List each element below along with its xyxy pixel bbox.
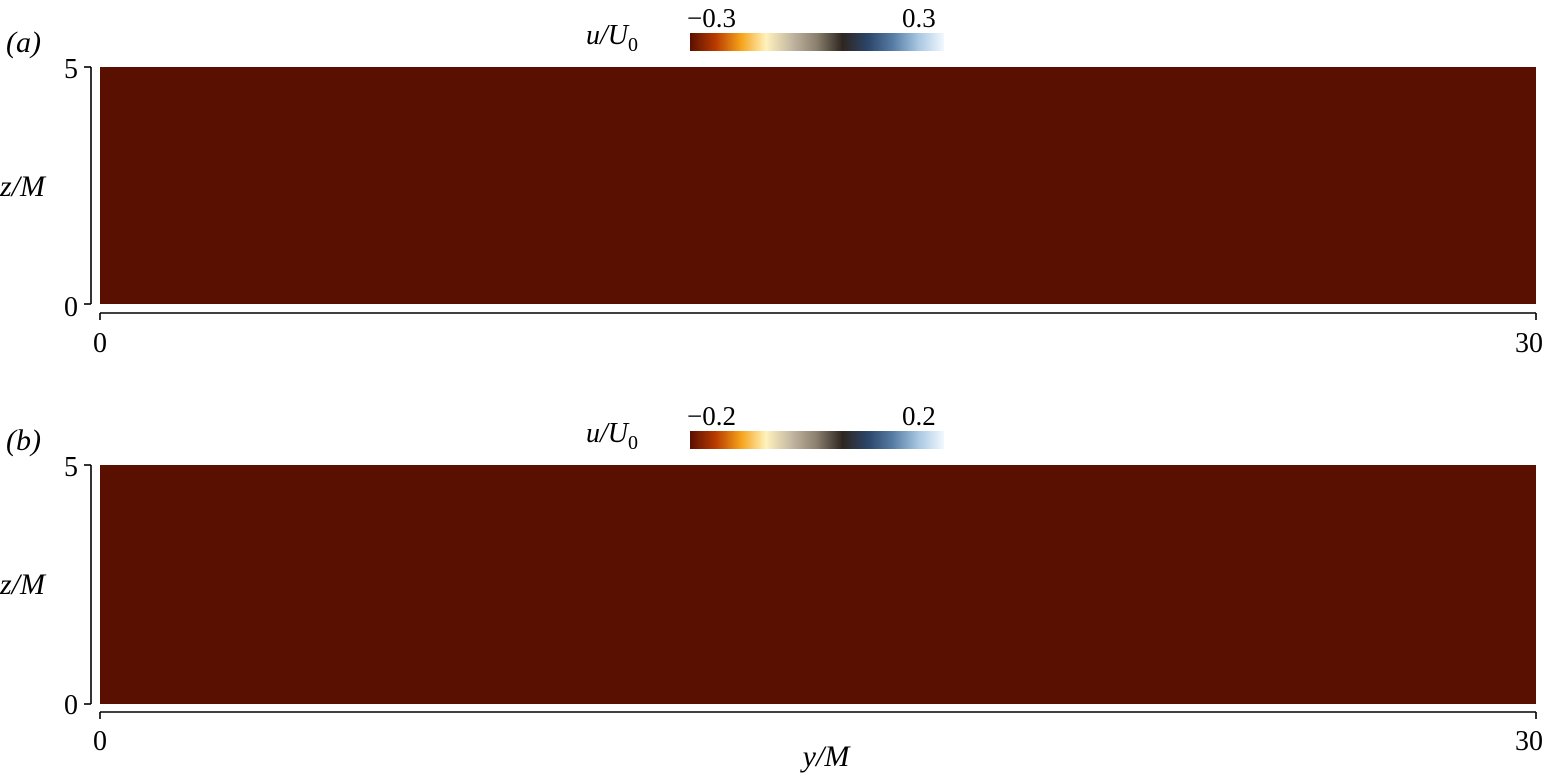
panel-a: (a) u/U0 −0.3 0.3 5 0 z/M 0 30 <box>0 3 1543 359</box>
panel-b-field <box>100 465 1536 704</box>
panel-b-colorbar-gradient <box>690 431 944 449</box>
panel-b-label: (b) <box>6 424 41 457</box>
panel-b-y-tick-label-0: 0 <box>64 690 78 721</box>
panel-b-colorbar-max: 0.2 <box>902 401 936 431</box>
panel-a-colorbar-max: 0.3 <box>902 3 936 33</box>
panel-a-y-tick-label-5: 5 <box>64 54 78 85</box>
panel-b-x-axis <box>99 711 1537 719</box>
panel-b-y-axis <box>84 464 92 705</box>
panel-b-xlabel: y/M <box>800 740 852 773</box>
panel-a-field <box>100 67 1536 304</box>
panel-a-colorbar-min: −0.3 <box>687 3 736 33</box>
panel-b-colorbar-label: u/U0 <box>586 418 638 454</box>
panel-a-x-tick-label-30: 30 <box>1515 328 1543 359</box>
panel-a-colorbar: u/U0 −0.3 0.3 <box>586 3 944 56</box>
panel-b-colorbar: u/U0 −0.2 0.2 <box>586 401 944 454</box>
panel-a-colorbar-label: u/U0 <box>586 20 638 56</box>
panel-b: (b) u/U0 −0.2 0.2 5 0 z/M 0 30 y/M <box>0 401 1543 773</box>
panel-a-ylabel: z/M <box>0 170 47 203</box>
panel-a-x-tick-label-0: 0 <box>93 328 107 359</box>
panel-b-ylabel: z/M <box>0 568 47 601</box>
panel-b-colorbar-min: −0.2 <box>687 401 736 431</box>
panel-a-x-axis <box>99 312 1537 320</box>
panel-a-colorbar-gradient <box>690 33 944 51</box>
panel-a-y-axis <box>84 66 92 305</box>
panel-b-y-tick-label-5: 5 <box>64 452 78 483</box>
panel-b-x-tick-label-0: 0 <box>93 726 107 757</box>
panel-b-x-tick-label-30: 30 <box>1515 726 1543 757</box>
panel-a-label: (a) <box>6 26 41 59</box>
panel-a-y-tick-label-0: 0 <box>64 292 78 323</box>
